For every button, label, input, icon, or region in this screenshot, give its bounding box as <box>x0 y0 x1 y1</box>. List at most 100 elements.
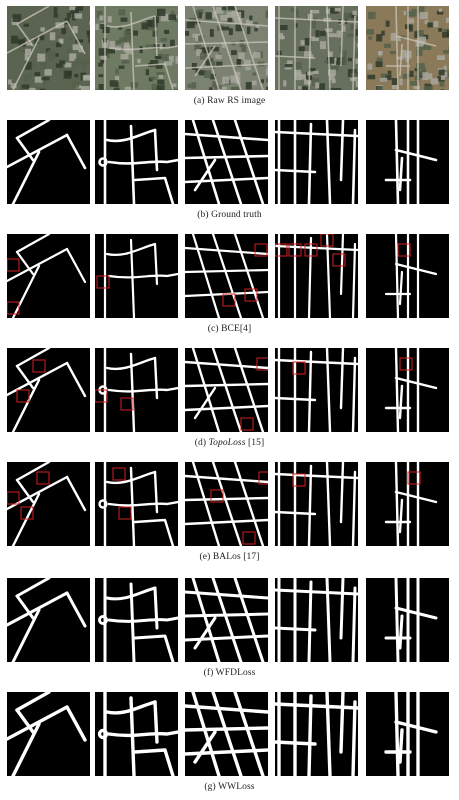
raw-image-texture-block <box>195 35 199 41</box>
raw-image-texture-block <box>216 61 223 67</box>
tile-graphic <box>366 6 449 90</box>
subfigure-name: BCE <box>221 324 240 334</box>
raw-image-texture-block <box>313 70 319 74</box>
road-segment <box>105 356 157 371</box>
error-highlight-box <box>397 243 411 257</box>
mask-tile-4 <box>275 120 358 204</box>
raw-image-texture-block <box>328 51 333 57</box>
road-segment <box>275 358 358 366</box>
raw-image-texture-block <box>418 36 426 44</box>
raw-image-texture-block <box>298 86 302 90</box>
raw-image-texture-block <box>448 46 449 54</box>
raw-image-texture-block <box>352 10 357 15</box>
raw-image-texture-block <box>46 51 56 57</box>
tile-graphic <box>95 6 178 90</box>
raw-image-texture-block <box>331 64 339 71</box>
raw-image-texture-block <box>17 32 24 40</box>
road-segment <box>153 242 159 286</box>
raw-image-texture-block <box>445 17 449 23</box>
tile-graphic <box>366 578 449 662</box>
raw-image-road <box>395 6 399 90</box>
raw-image-road <box>108 45 178 51</box>
raw-image-texture-block <box>191 20 201 24</box>
road-segment <box>7 705 69 741</box>
raw-image-texture-block <box>281 35 285 40</box>
raw-image-texture-block <box>420 68 427 73</box>
raw-image-texture-block <box>109 41 115 49</box>
road-segment <box>275 130 358 138</box>
raw-image-texture-block <box>424 20 429 25</box>
raw-image-texture-block <box>353 33 357 41</box>
raw-image-texture-block <box>204 70 212 78</box>
raw-image-texture-block <box>416 48 423 56</box>
raw-image-texture-block <box>331 79 336 84</box>
error-highlight-box <box>222 293 236 307</box>
road-segment <box>153 128 159 172</box>
road-segment <box>398 498 404 534</box>
raw-image-texture-block <box>210 46 220 52</box>
raw-image-texture-block <box>198 70 206 76</box>
road-segment <box>325 348 332 432</box>
mask-tile-4 <box>275 462 358 546</box>
raw-image-texture-block <box>355 51 358 59</box>
subfigure-caption: (b) Ground truth <box>0 210 459 221</box>
raw-image-texture-block <box>11 35 18 44</box>
raw-image-texture-block <box>53 7 58 15</box>
road-segment <box>11 608 41 662</box>
tile-graphic <box>185 578 268 662</box>
tile-strip <box>0 348 459 432</box>
road-segment <box>185 268 268 274</box>
error-highlight-box <box>36 471 50 485</box>
raw-image-texture-block <box>107 48 115 54</box>
raw-image-texture-block <box>325 8 331 14</box>
raw-image-texture-block <box>231 50 237 55</box>
road-segment <box>193 158 217 192</box>
raw-image-texture-block <box>168 14 176 21</box>
raw-image-texture-block <box>221 26 230 31</box>
raw-image-texture-block <box>343 50 347 58</box>
road-segment <box>15 708 35 734</box>
road-segment <box>153 586 159 630</box>
road-segment <box>7 247 69 283</box>
raw-image-texture-block <box>227 18 233 23</box>
error-highlight-box <box>210 489 224 503</box>
raw-image-texture-block <box>427 22 433 28</box>
raw-image-texture-block <box>353 75 358 80</box>
tile-strip <box>0 6 459 90</box>
raw-image-texture-block <box>194 10 199 18</box>
raw-image-road <box>192 6 220 90</box>
road-segment <box>191 234 221 318</box>
raw-image-texture-block <box>423 45 432 50</box>
raw-image-texture-block <box>295 72 302 81</box>
road-segment <box>325 578 332 662</box>
raw-image-texture-block <box>100 24 105 29</box>
error-highlight-box <box>20 506 34 520</box>
mask-tile-1 <box>7 234 90 318</box>
raw-image-texture-block <box>253 21 259 26</box>
subfigure-caption: (g) WWLoss <box>0 782 459 793</box>
road-segment <box>193 730 217 764</box>
road-cul-de-sac <box>98 499 108 509</box>
subfigure-caption: (a) Raw RS image <box>0 96 459 107</box>
road-segment <box>398 614 404 650</box>
road-segment <box>275 472 358 480</box>
road-segment <box>133 634 175 662</box>
raw-image-texture-block <box>160 13 170 22</box>
road-segment <box>307 464 313 546</box>
raw-image-texture-block <box>437 55 445 60</box>
raw-image-texture-block <box>151 83 160 90</box>
road-cul-de-sac <box>98 157 108 167</box>
tile-strip <box>0 234 459 318</box>
road-segment <box>325 234 332 318</box>
tile-graphic <box>95 692 178 776</box>
road-segment <box>351 128 357 204</box>
raw-image-texture-block <box>187 83 192 88</box>
raw-image-texture-block <box>298 46 305 51</box>
raw-image-texture-block <box>347 33 356 37</box>
subfigure-name: TopoLoss <box>208 438 246 448</box>
raw-image-texture-block <box>440 89 445 90</box>
raw-image-texture-block <box>186 21 195 29</box>
raw-image-texture-block <box>70 8 79 14</box>
raw-image-texture-block <box>235 23 243 32</box>
raw-image-texture-block <box>380 73 387 82</box>
